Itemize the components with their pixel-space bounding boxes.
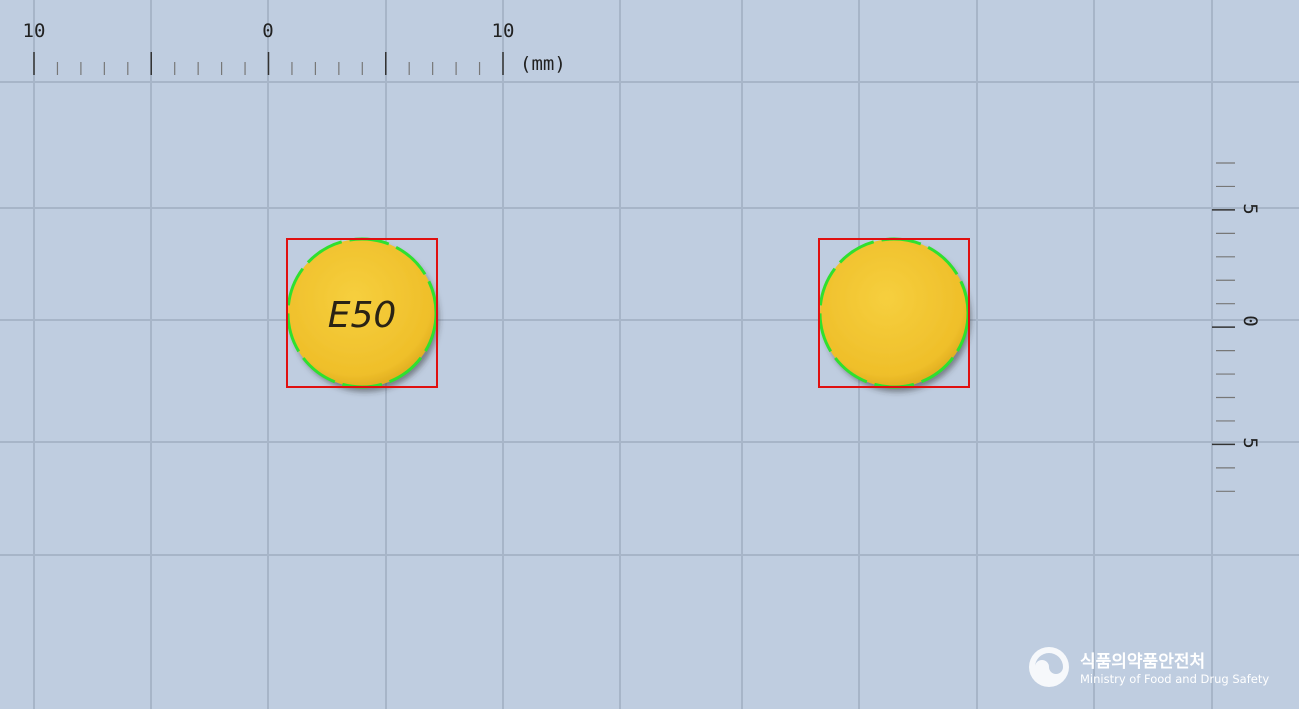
ruler-label: 10	[492, 20, 515, 42]
logo-swirl	[1035, 653, 1063, 674]
bounding-box	[818, 238, 970, 388]
ruler-unit: (mm)	[520, 53, 566, 75]
pill	[288, 239, 436, 387]
rulers: 10 0 10 (mm) 5 0 5	[23, 20, 1261, 492]
ruler-label: 0	[1239, 315, 1261, 326]
ruler-label: 5	[1239, 203, 1261, 214]
pill-front: E50	[286, 237, 438, 389]
logo-korean: 식품의약품안전처	[1080, 651, 1205, 672]
ruler-label: 10	[23, 20, 46, 42]
pill-back	[818, 237, 970, 389]
bounding-box	[286, 238, 438, 388]
imprint: E50	[328, 295, 397, 336]
ruler-label: 0	[262, 20, 273, 42]
pill	[820, 239, 968, 387]
logo-english: Ministry of Food and Drug Safety	[1080, 672, 1269, 686]
ruler-label: 5	[1239, 437, 1261, 448]
logo: 식품의약품안전처 Ministry of Food and Drug Safet…	[1029, 647, 1269, 687]
